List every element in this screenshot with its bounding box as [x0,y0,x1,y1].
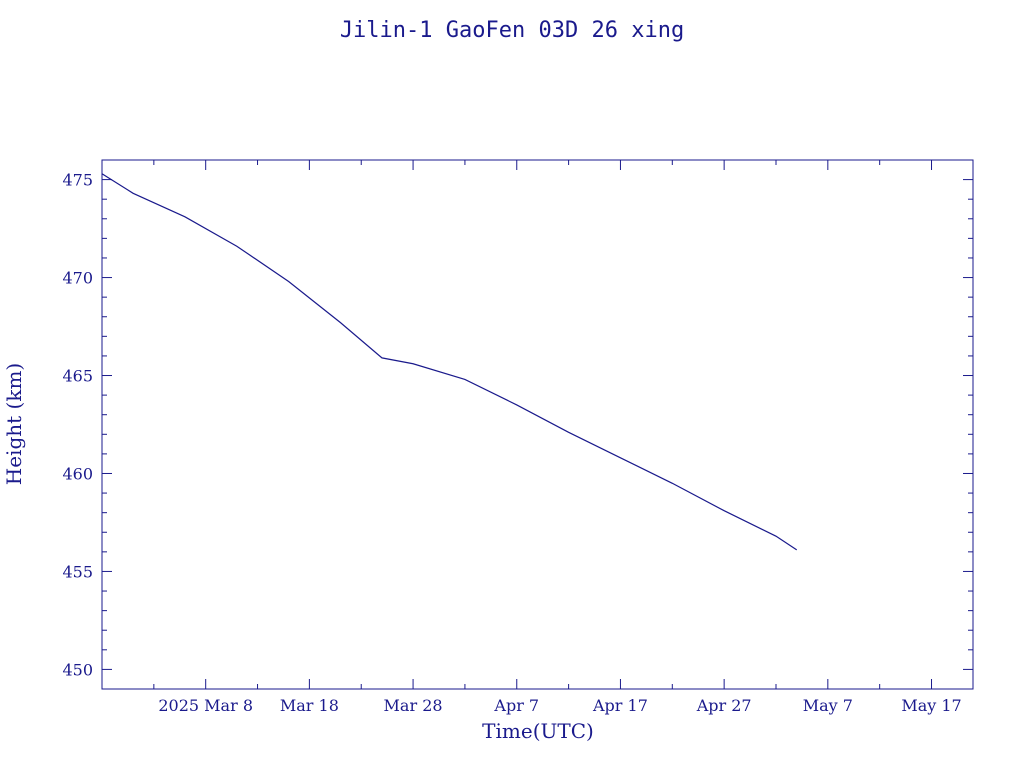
x-tick-label: Apr 27 [696,696,752,715]
y-tick-label: 460 [62,464,93,483]
x-axis-title: Time(UTC) [482,719,594,743]
x-tick-label: 2025 Mar 8 [158,696,253,715]
y-axis-ticks [102,159,973,690]
x-tick-label: May 17 [901,696,961,715]
x-axis-ticks [101,160,933,689]
y-axis-tick-labels: 450 455 460 465 470 475 [62,171,93,680]
x-tick-label: Mar 28 [384,696,443,715]
chart-title: Jilin-1 GaoFen 03D 26 xing [340,18,684,43]
y-tick-label: 455 [62,562,93,581]
x-tick-label: Mar 18 [280,696,339,715]
y-tick-label: 470 [62,269,93,288]
y-axis-title: Height (km) [2,363,26,485]
height-series-line [101,173,798,551]
y-tick-label: 475 [62,171,93,190]
x-tick-label: Apr 7 [493,696,539,715]
y-tick-label: 465 [62,367,93,386]
y-tick-label: 450 [62,660,93,679]
x-tick-label: Apr 17 [592,696,648,715]
x-tick-label: May 7 [803,696,853,715]
x-axis-tick-labels: 2025 Mar 8 Mar 18 Mar 28 Apr 7 Apr 17 Apr 27 M… [158,696,961,715]
plot-frame [101,159,974,690]
